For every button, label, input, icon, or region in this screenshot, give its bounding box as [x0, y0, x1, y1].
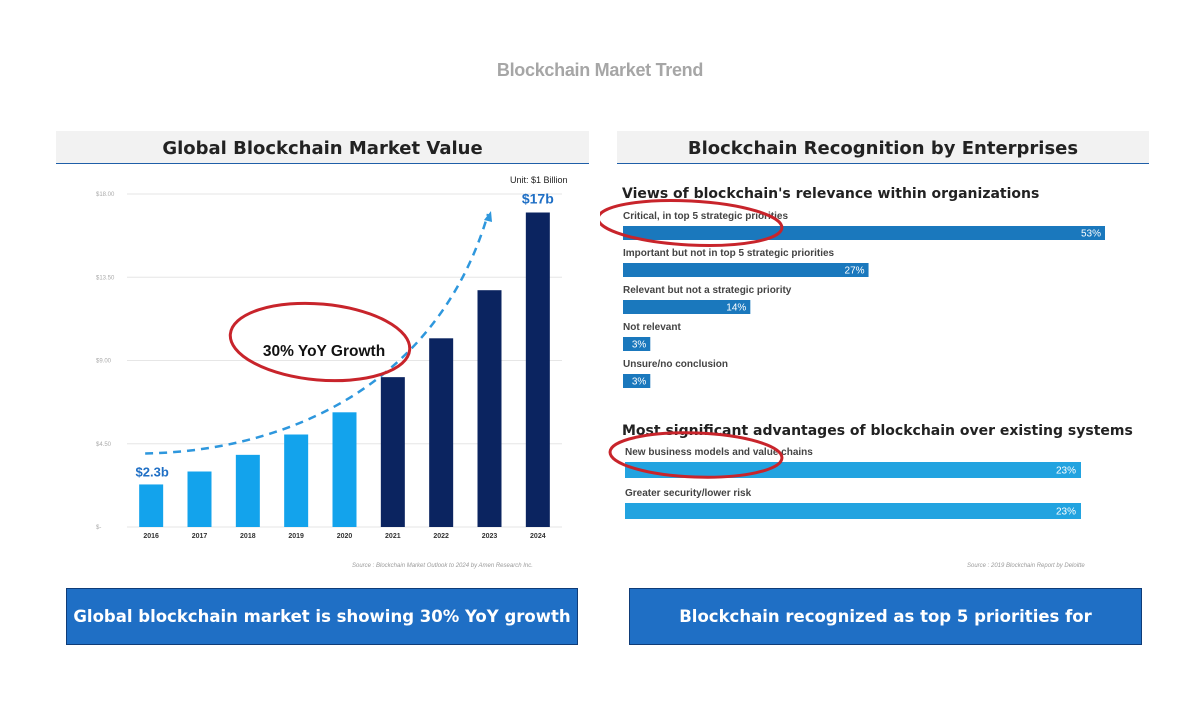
y-tick-label: $13.50: [96, 275, 115, 281]
priority-circle: [600, 199, 784, 247]
y-tick-label: $18.00: [96, 192, 115, 198]
bar-2018: [235, 454, 260, 527]
unit-label: Unit: $1 Billion: [510, 175, 568, 185]
relevance-category-label: Not relevant: [623, 322, 681, 333]
trend-arrowhead: [484, 211, 492, 222]
x-tick-label: 2017: [192, 533, 208, 540]
relevance-value-label: 14%: [726, 303, 746, 314]
advantages-value-label: 23%: [1056, 466, 1076, 477]
relevance-value-label: 3%: [632, 377, 647, 388]
x-tick-label: 2021: [385, 533, 401, 540]
priority-callout: Blockchain recognized as top 5 prioritie…: [629, 588, 1142, 682]
advantage-circle: [608, 431, 784, 479]
y-tick-label: $4.50: [96, 442, 112, 448]
relevance-category-label: Important but not in top 5 strategic pri…: [623, 248, 835, 259]
x-tick-label: 2022: [433, 533, 449, 540]
growth-circle: [228, 301, 412, 383]
end-value-label: $17b: [522, 191, 554, 207]
relevance-category-label: Unsure/no conclusion: [623, 359, 728, 370]
x-tick-label: 2020: [337, 533, 353, 540]
recognition-header: Blockchain Recognition by Enterprises: [617, 131, 1149, 164]
market-value-chart: $- $4.50 $9.00 $13.50 $18.00 2016 2017 2018 2019…: [96, 191, 562, 540]
relevance-bar: [623, 300, 751, 314]
advantages-value-label: 23%: [1056, 507, 1076, 518]
slide-title: Blockchain Market Trend: [496, 60, 704, 80]
bar-2017: [187, 471, 212, 527]
relevance-bar: [623, 337, 651, 351]
relevance-category-label: Relevant but not a strategic priority: [623, 285, 792, 296]
bar-2023: [477, 290, 502, 527]
bar-2020: [332, 412, 357, 527]
y-tick-label: $-: [96, 525, 101, 531]
bar-2021: [380, 377, 405, 527]
recognition-chart: Views of blockchain's relevance within o…: [600, 186, 1133, 519]
relevance-bar: [623, 374, 651, 388]
x-tick-label: 2024: [530, 533, 546, 540]
relevance-value-label: 53%: [1081, 229, 1101, 240]
advantages-bar: [625, 503, 1081, 519]
growth-callout: Global blockchain market is showing 30% …: [66, 588, 578, 645]
advantages-title: Most significant advantages of blockchai…: [622, 423, 1133, 439]
bar-2022: [429, 338, 454, 527]
market-value-header: Global Blockchain Market Value: [56, 131, 589, 164]
growth-label: 30% YoY Growth: [263, 343, 385, 360]
relevance-bar: [623, 226, 1105, 240]
x-tick-label: 2019: [288, 533, 304, 540]
x-tick-label: 2016: [143, 533, 159, 540]
market-source-note: Source : Blockchain Market Outlook to 20…: [352, 563, 533, 569]
advantages-category-label: New business models and value chains: [625, 447, 813, 458]
advantages-bar: [625, 462, 1081, 478]
x-tick-label: 2018: [240, 533, 256, 540]
advantages-category-label: Greater security/lower risk: [625, 488, 752, 499]
relevance-value-label: 3%: [632, 340, 647, 351]
bar-2019: [284, 434, 309, 527]
relevance-bar: [623, 263, 869, 277]
y-tick-label: $9.00: [96, 359, 112, 365]
relevance-value-label: 27%: [845, 266, 865, 277]
bar-2024: [525, 212, 550, 527]
start-value-label: $2.3b: [136, 464, 169, 479]
recognition-source-note: Source : 2019 Blockchain Report by Deloi…: [967, 563, 1085, 569]
x-tick-label: 2023: [482, 533, 498, 540]
relevance-category-label: Critical, in top 5 strategic priorities: [623, 211, 788, 222]
relevance-title: Views of blockchain's relevance within o…: [622, 186, 1039, 202]
bar-2016: [139, 484, 164, 527]
